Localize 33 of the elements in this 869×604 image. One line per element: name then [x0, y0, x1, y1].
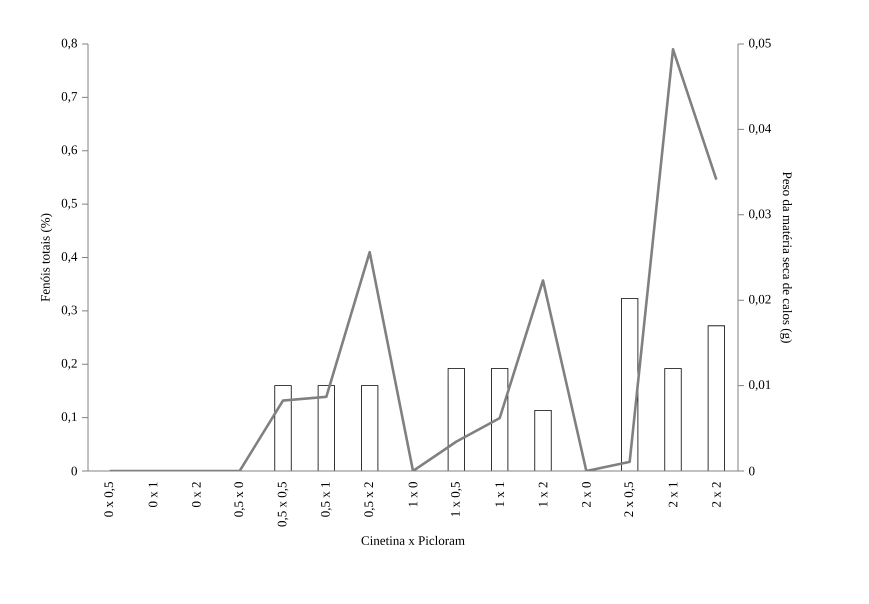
- y-tick-label: 0,4: [62, 252, 78, 263]
- x-tick-label: 0,5 x 1: [321, 482, 332, 517]
- x-tick-label: 0 x 1: [148, 482, 158, 508]
- x-tick-label: 2 x 0: [582, 482, 591, 507]
- y2-tick-label: 0,05: [749, 38, 771, 50]
- x-tick-label: 0 x 0,5: [104, 482, 116, 517]
- x-tick-label: 1 x 2: [538, 482, 548, 506]
- y2-tick-label: 0,03: [749, 209, 771, 220]
- x-tick-label: 1 x 0,5: [451, 482, 462, 516]
- x-tick-label: 1 x 0: [408, 482, 418, 506]
- y-tick-label: 0,6: [62, 145, 78, 156]
- x-tick-label: 2 x 2: [712, 482, 721, 507]
- x-tick-label: 0,5 x 0,5: [278, 482, 288, 527]
- y2-tick-label: 0,04: [749, 124, 772, 135]
- y-axis-title: Fenóis totais (%): [40, 214, 52, 302]
- y-tick-label: 0,8: [62, 38, 77, 50]
- y-tick-label: 0: [71, 466, 77, 476]
- y-tick-label: 0,1: [62, 412, 77, 423]
- x-tick-label: 0,5 x 2: [364, 482, 376, 517]
- y-tick-label: 0,2: [62, 358, 77, 370]
- y-tick-label: 0,3: [62, 306, 77, 316]
- y2-tick-label: 0: [749, 466, 755, 476]
- x-tick-label: 2 x 1: [668, 482, 678, 507]
- x-tick-label: 0 x 2: [192, 482, 201, 508]
- y-tick-label: 0,5: [62, 198, 77, 210]
- x-tick-label: 0,5 x 0: [234, 482, 246, 517]
- y-tick-label: 0,7: [62, 92, 78, 103]
- x-tick-label: 2 x 0,5: [624, 482, 635, 517]
- x-axis-title: Cinetina x Picloram: [362, 536, 465, 546]
- y2-tick-label: 0,01: [749, 380, 771, 391]
- y2-axis-title: Peso da matéria seca de calos (g): [780, 172, 792, 343]
- y2-tick-label: 0,02: [749, 294, 771, 306]
- x-tick-label: 1 x 1: [495, 482, 504, 506]
